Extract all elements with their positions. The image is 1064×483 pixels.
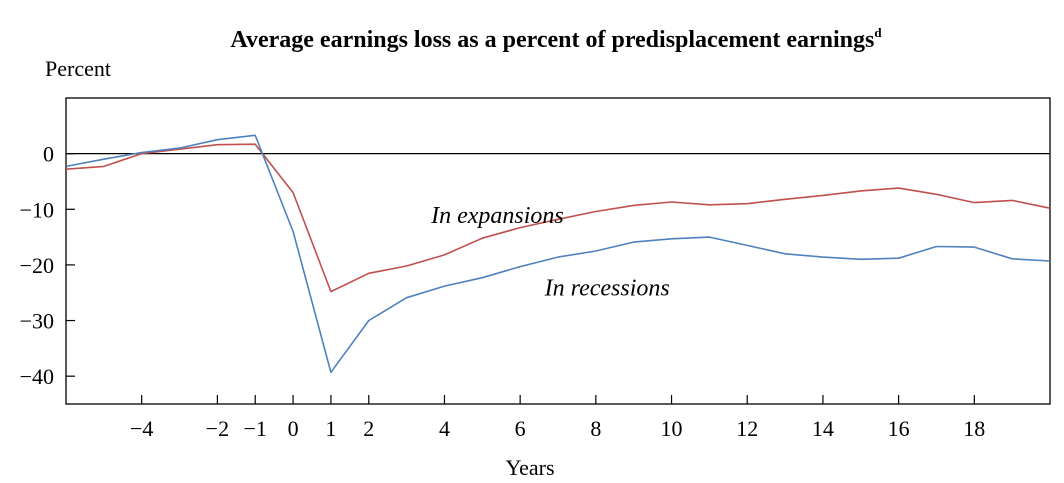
x-tick-label: −2 <box>206 416 229 441</box>
x-tick-label: 8 <box>590 416 601 441</box>
y-tick-label: −30 <box>20 309 54 334</box>
x-tick-label: 1 <box>325 416 336 441</box>
x-tick-label: 2 <box>363 416 374 441</box>
x-tick-label: −1 <box>244 416 267 441</box>
y-tick-label: −10 <box>20 197 54 222</box>
x-tick-label: 14 <box>812 416 834 441</box>
chart-title-superscript: d <box>874 25 882 40</box>
axis-ticks: −4 −2 −1 0 1 2 4 6 8 10 12 14 16 180−10−20−30−40 <box>20 142 986 441</box>
series-line-in-recessions <box>65 134 1051 374</box>
y-axis-label: Percent <box>45 56 111 81</box>
chart-title-text: Average earnings loss as a percent of pr… <box>230 27 874 53</box>
annotation-in-expansions: In expansions <box>430 203 564 229</box>
chart-title: Average earnings loss as a percent of pr… <box>230 25 882 53</box>
x-axis-label: Years <box>505 455 554 480</box>
x-tick-label: 18 <box>963 416 985 441</box>
x-tick-label: 6 <box>515 416 526 441</box>
y-tick-label: −40 <box>20 364 54 389</box>
x-tick-label: 0 <box>288 416 299 441</box>
annotations: In expansions In recessions <box>430 203 670 301</box>
plot-frame <box>65 97 1051 405</box>
x-tick-label: 4 <box>439 416 450 441</box>
y-tick-label: 0 <box>43 142 54 167</box>
series-line-in-expansions <box>65 143 1051 293</box>
y-tick-label: −20 <box>20 253 54 278</box>
x-tick-label: 12 <box>736 416 758 441</box>
x-tick-label: 16 <box>888 416 910 441</box>
series-group <box>65 134 1051 374</box>
x-tick-label: −4 <box>130 416 153 441</box>
x-tick-label: 10 <box>661 416 683 441</box>
annotation-in-recessions: In recessions <box>544 276 670 302</box>
